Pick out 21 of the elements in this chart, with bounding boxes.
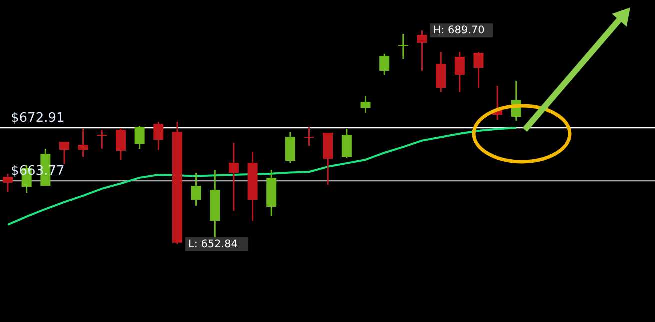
- candlestick: [417, 30, 428, 72]
- candlestick: [304, 126, 314, 147]
- candlestick: [398, 33, 408, 60]
- candlestick: [228, 142, 239, 212]
- ref-line-label: $672.91: [11, 111, 65, 126]
- annotation: L: 652.84: [188, 238, 238, 250]
- candlestick: [191, 172, 202, 207]
- candlestick: [436, 51, 446, 93]
- candlestick: [116, 127, 126, 161]
- candlestick: [342, 128, 352, 159]
- candlestick: [360, 95, 371, 114]
- candlestick: [78, 128, 88, 158]
- candlestick: [3, 173, 13, 193]
- candlestick: [154, 121, 164, 151]
- candlestick: [97, 129, 108, 150]
- annotation: H: 689.70: [433, 24, 485, 37]
- candlestick: [134, 125, 145, 150]
- candlestick: [59, 141, 70, 165]
- candlestick: [474, 51, 484, 89]
- candlestick: [380, 53, 390, 76]
- candlestick: [454, 51, 465, 93]
